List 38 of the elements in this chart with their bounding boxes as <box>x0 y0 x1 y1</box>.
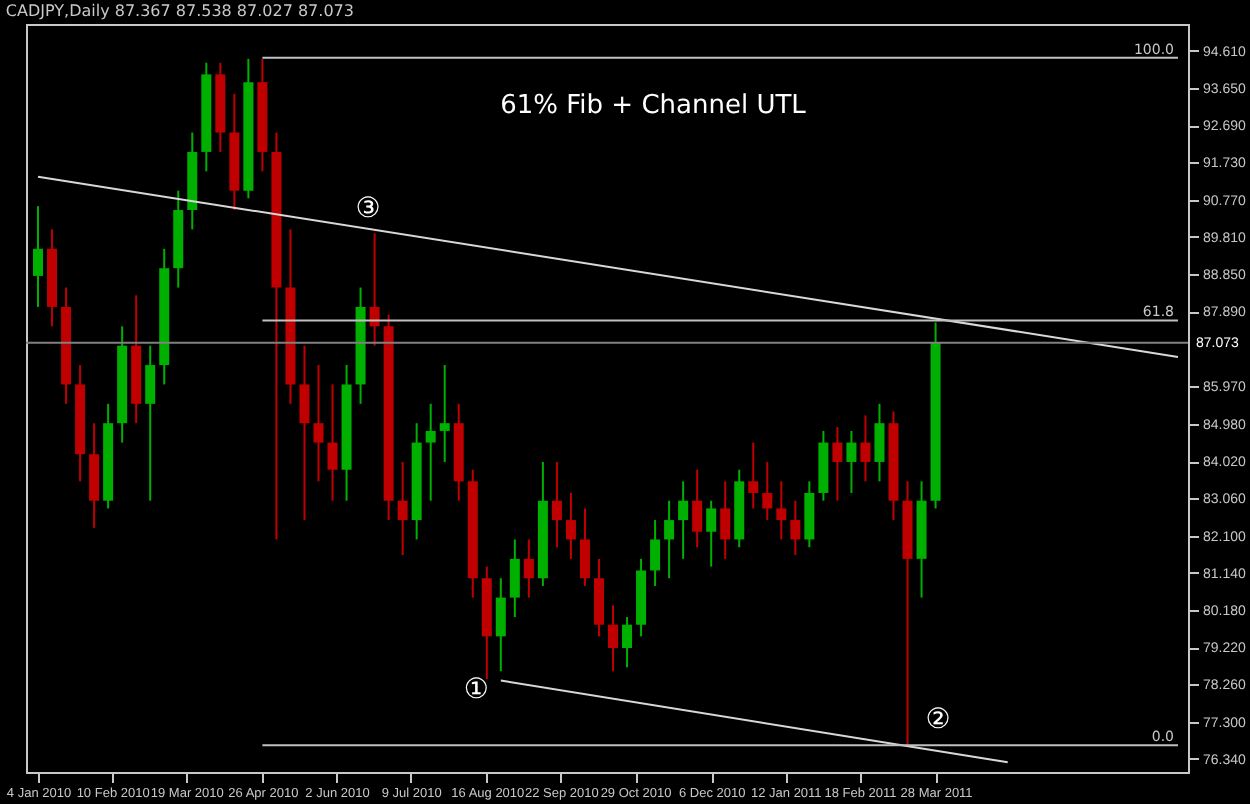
candlestick <box>608 604 619 673</box>
candlestick <box>776 480 787 541</box>
candlestick <box>509 538 520 618</box>
candlestick <box>874 402 885 483</box>
candlestick <box>748 441 759 510</box>
candlestick <box>860 414 871 483</box>
candlestick <box>804 480 815 549</box>
candlestick <box>622 615 633 669</box>
annotation: ① <box>463 674 489 706</box>
candlestick <box>593 557 604 638</box>
candlestick <box>439 364 450 463</box>
candlestick <box>650 519 661 587</box>
chart-title: CADJPY,Daily 87.367 87.538 87.027 87.073 <box>5 2 354 20</box>
candlestick <box>145 344 156 502</box>
candlestick <box>299 344 310 522</box>
annotation: ② <box>925 703 951 736</box>
annotation: ③ <box>355 193 381 225</box>
candlestick <box>664 499 675 580</box>
candlestick <box>565 491 576 560</box>
candlestick <box>327 383 338 502</box>
candlestick <box>692 468 703 549</box>
candlestick <box>551 460 562 549</box>
candlestick <box>579 507 590 587</box>
candlestick <box>832 426 843 502</box>
candlestick <box>313 364 324 483</box>
candlestick <box>720 480 731 560</box>
candlestick <box>846 429 857 494</box>
candlestick <box>89 422 100 529</box>
candlestick <box>762 460 773 522</box>
candlestick <box>495 577 506 673</box>
candlestick <box>523 538 534 599</box>
candlestick <box>790 499 801 556</box>
annotation: 61% Fib + Channel UTL <box>500 91 808 122</box>
candlestick <box>425 402 436 502</box>
candlestick <box>397 460 408 556</box>
candlestick <box>706 499 717 568</box>
candlestick <box>678 480 689 560</box>
candlestick <box>33 205 43 308</box>
